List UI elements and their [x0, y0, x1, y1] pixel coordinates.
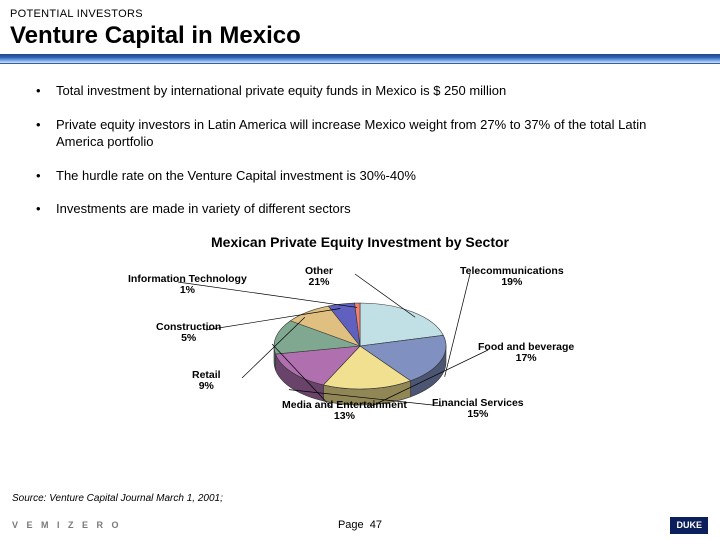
page-title: Venture Capital in Mexico	[10, 22, 710, 50]
pie-slice-label: Construction5%	[156, 322, 221, 345]
pie-slice-label: Food and beverage17%	[478, 342, 574, 365]
bullet-text: The hurdle rate on the Venture Capital i…	[56, 167, 416, 185]
pie-slice-label: Media and Entertainment13%	[282, 400, 407, 423]
bullet-item: •Investments are made in variety of diff…	[36, 200, 684, 218]
source-citation: Source: Venture Capital Journal March 1,…	[12, 493, 223, 504]
bullet-item: •Private equity investors in Latin Ameri…	[36, 116, 684, 151]
bullet-item: •The hurdle rate on the Venture Capital …	[36, 167, 684, 185]
pie-slice-label: Financial Services15%	[432, 398, 524, 421]
bullet-list: •Total investment by international priva…	[0, 64, 720, 218]
footer-page-number: Page 47	[338, 519, 382, 531]
footer-logo-right: DUKE	[670, 517, 708, 534]
bullet-text: Private equity investors in Latin Americ…	[56, 116, 684, 151]
chart-title: Mexican Private Equity Investment by Sec…	[0, 234, 720, 250]
bullet-text: Total investment by international privat…	[56, 82, 506, 100]
pie-chart: Other21% Telecommunications19% Food and be…	[0, 250, 720, 430]
pie-slice-label: Information Technology1%	[128, 274, 247, 297]
bullet-item: •Total investment by international priva…	[36, 82, 684, 100]
kicker: POTENTIAL INVESTORS	[10, 8, 710, 20]
footer-logo-left: V E M I Z E R O	[12, 520, 122, 530]
pie-slice-label: Telecommunications19%	[460, 266, 564, 289]
bullet-text: Investments are made in variety of diffe…	[56, 200, 351, 218]
header-gradient-bar	[0, 54, 720, 64]
pie-slice-label: Retail9%	[192, 370, 221, 393]
pie-slice-label: Other21%	[305, 266, 333, 289]
footer: V E M I Z E R O Page 47 DUKE	[0, 510, 720, 540]
